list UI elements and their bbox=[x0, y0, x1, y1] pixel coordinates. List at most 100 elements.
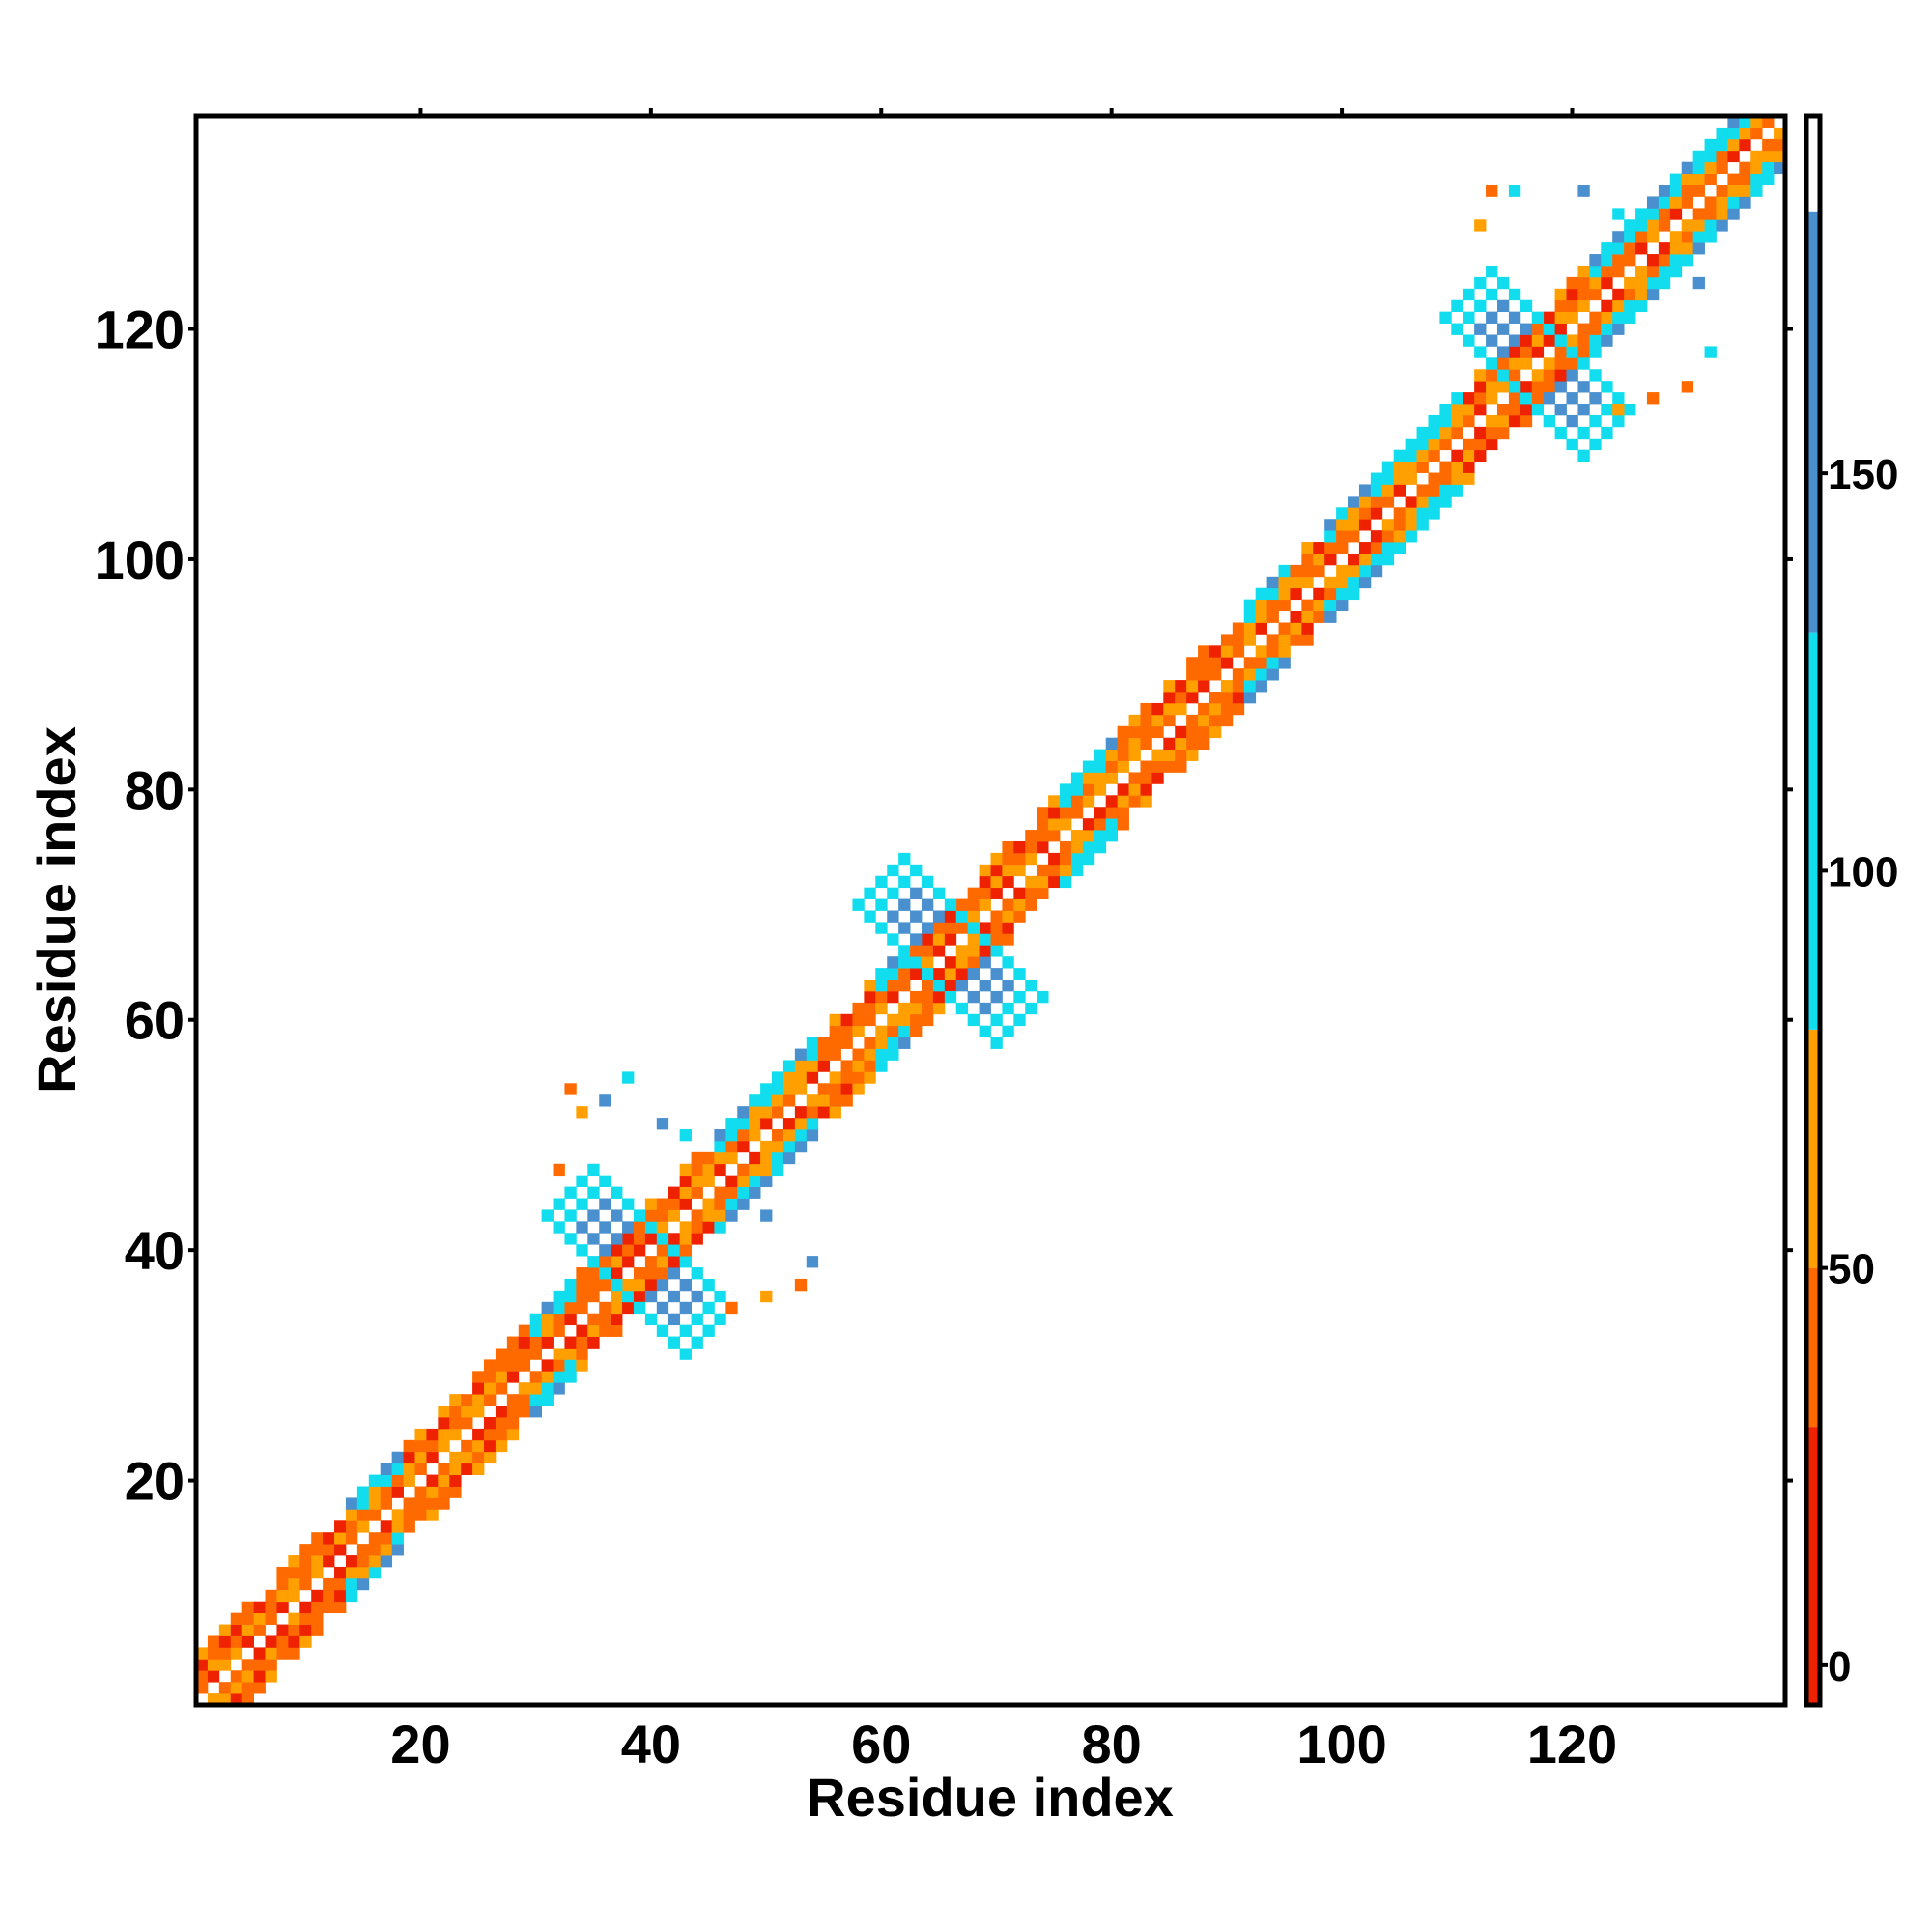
heatmap-cell bbox=[1186, 657, 1199, 669]
heatmap-cell bbox=[1070, 795, 1084, 808]
heatmap-cell bbox=[1589, 254, 1602, 267]
heatmap-cell bbox=[449, 1406, 462, 1418]
heatmap-cell bbox=[1324, 519, 1337, 531]
heatmap-cell bbox=[1577, 265, 1590, 278]
heatmap-cell bbox=[1416, 507, 1429, 520]
heatmap-cell bbox=[1669, 196, 1683, 209]
heatmap-cell bbox=[1037, 807, 1049, 819]
heatmap-cell bbox=[1451, 426, 1463, 440]
heatmap-cell bbox=[967, 887, 980, 899]
heatmap-cell bbox=[564, 1359, 577, 1372]
heatmap-cell bbox=[760, 1163, 773, 1177]
heatmap-cell bbox=[484, 1416, 497, 1430]
heatmap-cell bbox=[702, 1163, 715, 1177]
heatmap-cell bbox=[806, 1048, 819, 1061]
heatmap-cell bbox=[529, 1324, 543, 1337]
heatmap-cell bbox=[817, 1048, 831, 1061]
heatmap-cell bbox=[1002, 956, 1014, 969]
heatmap-cell bbox=[506, 1416, 520, 1430]
heatmap-cell bbox=[782, 1060, 796, 1072]
heatmap-cell bbox=[1762, 173, 1775, 185]
heatmap-cell bbox=[1727, 208, 1740, 220]
heatmap-cell bbox=[576, 1175, 588, 1187]
heatmap-cell bbox=[1496, 323, 1510, 335]
heatmap-cell bbox=[299, 1612, 312, 1625]
heatmap-cell bbox=[1589, 323, 1602, 335]
heatmap-cell bbox=[1290, 564, 1302, 578]
heatmap-cell bbox=[587, 1290, 600, 1303]
heatmap-cell bbox=[1554, 288, 1567, 301]
heatmap-cell bbox=[772, 1151, 784, 1165]
heatmap-cell bbox=[1646, 265, 1660, 278]
heatmap-cell bbox=[1140, 760, 1152, 773]
heatmap-cell bbox=[391, 1544, 404, 1556]
heatmap-cell bbox=[1554, 357, 1567, 370]
heatmap-cell bbox=[1474, 276, 1487, 290]
heatmap-cell bbox=[1336, 542, 1349, 554]
heatmap-cell bbox=[1704, 161, 1717, 174]
heatmap-cell bbox=[576, 1301, 588, 1315]
heatmap-cell bbox=[1463, 472, 1475, 485]
heatmap-cell bbox=[1105, 772, 1119, 784]
heatmap-cell bbox=[1336, 519, 1349, 531]
heatmap-cell bbox=[1635, 231, 1648, 243]
heatmap-cell bbox=[749, 1151, 761, 1165]
heatmap-cell bbox=[1048, 807, 1061, 819]
heatmap-cell bbox=[1220, 702, 1234, 716]
heatmap-cell bbox=[253, 1624, 266, 1636]
heatmap-cell bbox=[1612, 254, 1625, 267]
heatmap-cell bbox=[1658, 265, 1671, 278]
heatmap-cell bbox=[1646, 208, 1660, 220]
heatmap-cell bbox=[898, 898, 911, 911]
heatmap-cell bbox=[944, 910, 957, 923]
heatmap-cell bbox=[414, 1451, 427, 1464]
heatmap-cell bbox=[1163, 714, 1176, 727]
heatmap-cell bbox=[714, 1209, 726, 1222]
heatmap-cell bbox=[840, 1013, 853, 1027]
heatmap-cell bbox=[484, 1451, 497, 1464]
heatmap-cell bbox=[714, 1140, 726, 1153]
heatmap-cell bbox=[1070, 864, 1084, 877]
x-tick-label: 20 bbox=[390, 1714, 450, 1775]
heatmap-cell bbox=[1175, 692, 1187, 704]
heatmap-cell bbox=[564, 1348, 577, 1360]
heatmap-cell bbox=[679, 1128, 692, 1142]
heatmap-cell bbox=[334, 1532, 347, 1545]
heatmap-cell bbox=[1013, 898, 1026, 911]
heatmap-cell bbox=[1531, 346, 1545, 358]
heatmap-cell bbox=[196, 1659, 209, 1671]
heatmap-cell bbox=[702, 1301, 715, 1315]
heatmap-cell bbox=[725, 1198, 738, 1210]
heatmap-cell bbox=[817, 1083, 831, 1095]
heatmap-cell bbox=[356, 1577, 370, 1591]
heatmap-cell bbox=[1692, 150, 1705, 163]
heatmap-cell bbox=[864, 1037, 876, 1049]
heatmap-cell bbox=[772, 1083, 784, 1095]
heatmap-cell bbox=[587, 1336, 600, 1349]
heatmap-cell bbox=[553, 1324, 565, 1337]
heatmap-cell bbox=[1554, 299, 1567, 313]
heatmap-cell bbox=[725, 1175, 738, 1187]
heatmap-cell bbox=[1716, 208, 1728, 220]
heatmap-cell bbox=[1601, 276, 1613, 290]
heatmap-cell bbox=[253, 1647, 266, 1660]
heatmap-cell bbox=[679, 1278, 692, 1292]
heatmap-cell bbox=[955, 968, 969, 980]
heatmap-cell bbox=[1117, 760, 1129, 773]
heatmap-cell bbox=[1496, 369, 1510, 382]
heatmap-cell bbox=[1669, 208, 1683, 220]
heatmap-cell bbox=[1463, 449, 1475, 463]
heatmap-cell bbox=[633, 1278, 646, 1292]
heatmap-cell bbox=[611, 1278, 623, 1292]
heatmap-cell bbox=[1082, 830, 1095, 842]
heatmap-cell bbox=[852, 1071, 865, 1084]
heatmap-cell bbox=[1601, 381, 1613, 393]
heatmap-cell bbox=[368, 1486, 382, 1498]
heatmap-cell bbox=[1692, 185, 1705, 197]
heatmap-cell bbox=[725, 1186, 738, 1199]
heatmap-cell bbox=[299, 1635, 312, 1648]
heatmap-cell bbox=[311, 1555, 324, 1568]
heatmap-cell bbox=[1692, 242, 1705, 255]
heatmap-cell bbox=[1175, 725, 1187, 739]
heatmap-cell bbox=[1290, 611, 1302, 623]
